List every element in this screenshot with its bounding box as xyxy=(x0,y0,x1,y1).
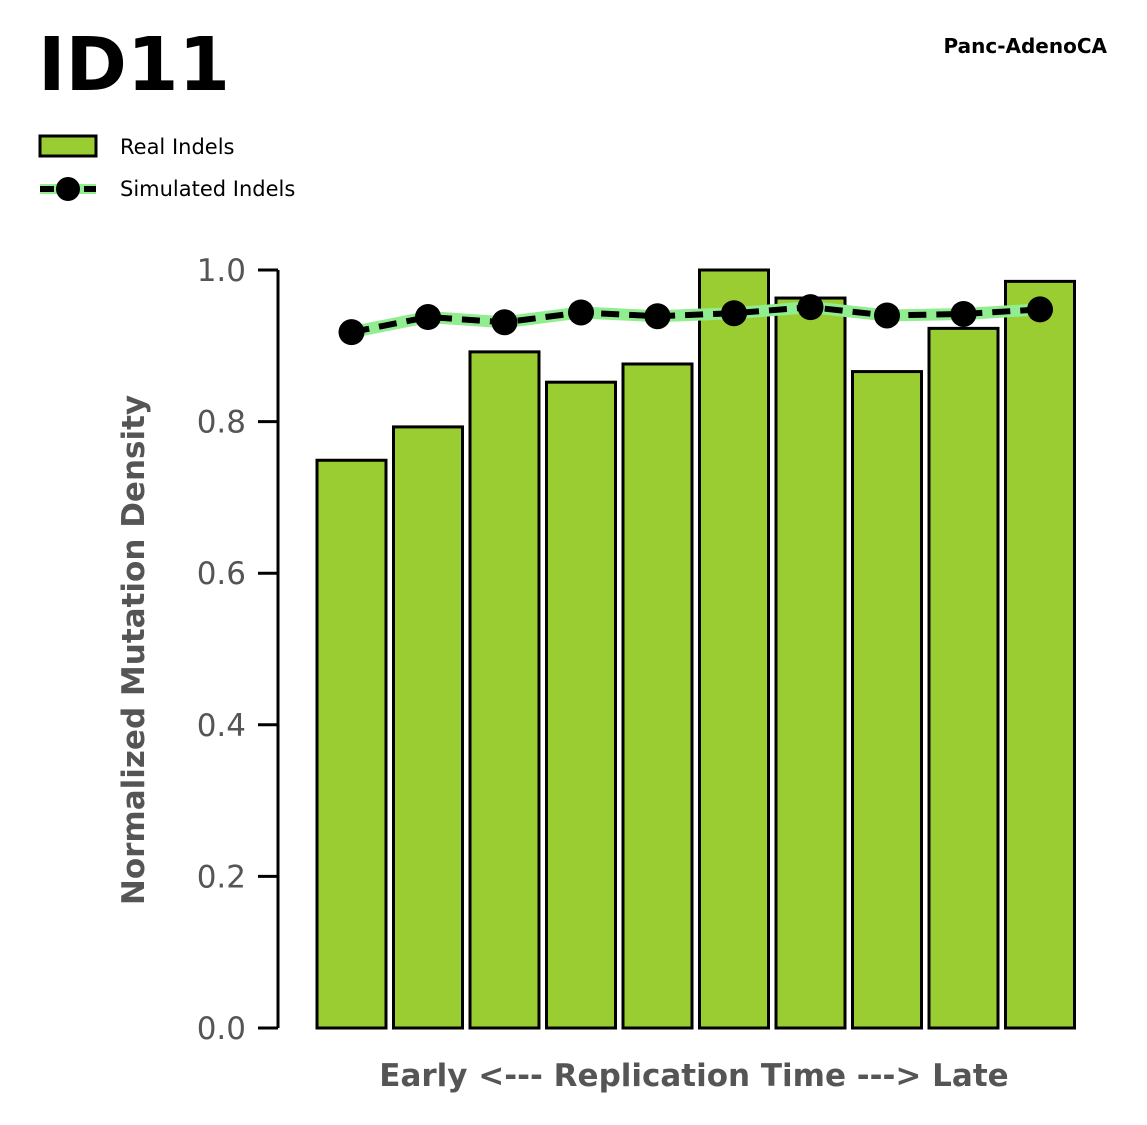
simulated-line-path xyxy=(350,304,1041,336)
bar xyxy=(545,380,617,1030)
y-tick-label: 0.8 xyxy=(197,405,246,441)
y-tick-label: 1.0 xyxy=(197,253,246,289)
simulated-point xyxy=(568,299,594,326)
simulated-line xyxy=(338,294,1053,346)
bar xyxy=(1004,279,1076,1030)
y-tick-label: 0.4 xyxy=(197,708,246,744)
simulated-point xyxy=(415,303,441,330)
tissue-label: Panc-AdenoCA xyxy=(943,34,1107,58)
simulated-point xyxy=(1027,296,1053,323)
legend-swatch-real xyxy=(38,134,98,158)
bar xyxy=(621,362,694,1030)
legend: Real Indels Simulated Indels xyxy=(38,134,295,201)
simulated-point xyxy=(491,309,518,336)
simulated-point xyxy=(338,319,365,346)
simulated-point xyxy=(644,303,671,330)
bar xyxy=(927,326,1000,1030)
simulated-point xyxy=(874,302,900,329)
y-axis: 0.0 0.2 0.4 0.6 0.8 1.0 xyxy=(197,253,280,1047)
y-axis-title: Normalized Mutation Density xyxy=(116,395,152,905)
x-axis-title: Early <--- Replication Time ---> Late xyxy=(379,1058,1008,1094)
simulated-point xyxy=(797,294,824,321)
y-tick-label: 0.6 xyxy=(197,556,246,592)
chart-title: ID11 xyxy=(38,22,230,108)
bar xyxy=(315,458,388,1030)
bar xyxy=(698,268,770,1030)
legend-label-real: Real Indels xyxy=(120,135,234,159)
simulated-point xyxy=(721,300,747,327)
legend-label-simulated: Simulated Indels xyxy=(120,177,295,201)
bar xyxy=(774,296,847,1030)
y-tick-label: 0.2 xyxy=(197,859,246,895)
legend-marker-simulated xyxy=(56,177,80,201)
simulated-point xyxy=(950,300,977,327)
bar xyxy=(851,370,923,1030)
bar xyxy=(468,350,541,1030)
bar xyxy=(392,425,464,1030)
bars xyxy=(315,268,1076,1030)
y-tick-label: 0.0 xyxy=(197,1011,246,1047)
